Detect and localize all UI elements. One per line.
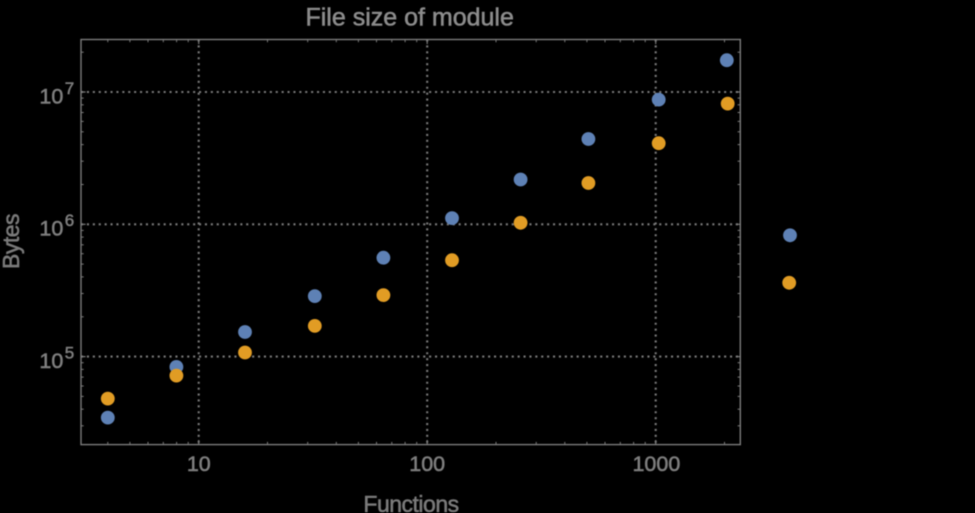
svg-text:10: 10 [187, 452, 211, 476]
svg-text:10: 10 [39, 349, 63, 373]
svg-text:100: 100 [409, 452, 445, 476]
svg-text:7: 7 [65, 79, 74, 98]
svg-text:10: 10 [39, 217, 63, 241]
svg-text:Bytes: Bytes [0, 214, 24, 269]
svg-text:5: 5 [65, 343, 74, 362]
svg-text:10: 10 [39, 84, 63, 108]
svg-text:6: 6 [65, 211, 74, 230]
svg-text:1000: 1000 [632, 452, 680, 476]
svg-text:Functions: Functions [363, 491, 458, 513]
svg-text:File size of module: File size of module [305, 4, 513, 32]
